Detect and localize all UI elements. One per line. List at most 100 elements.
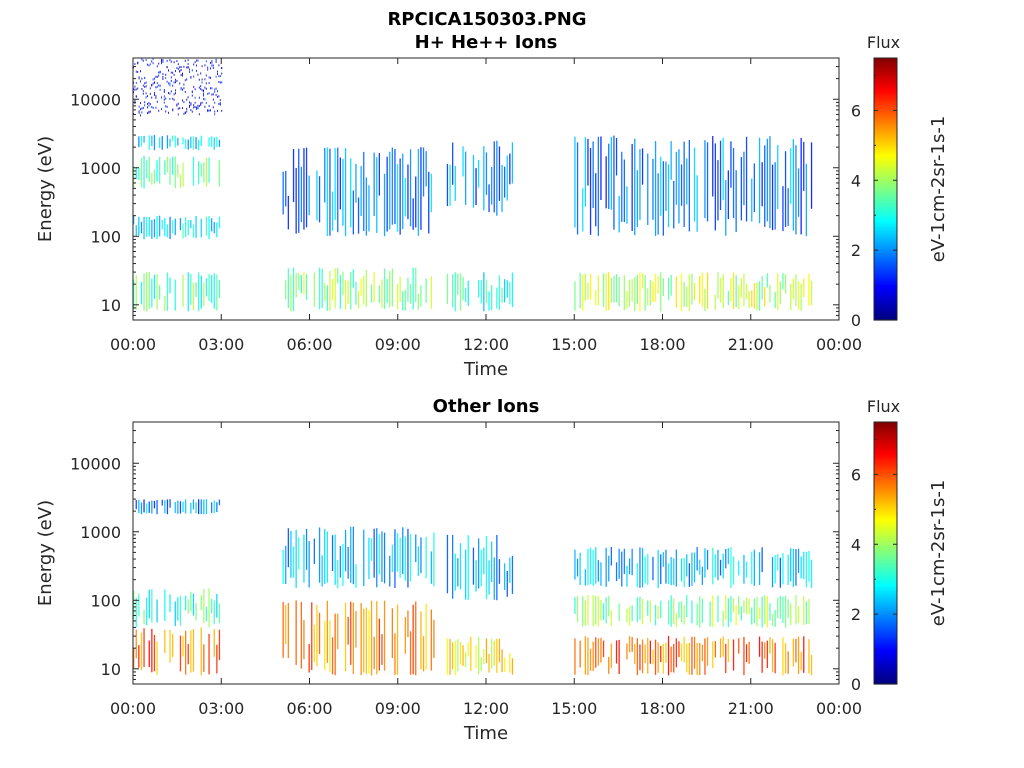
flux-mark bbox=[138, 77, 140, 80]
flux-mark bbox=[719, 277, 722, 303]
flux-mark bbox=[478, 279, 480, 298]
flux-mark bbox=[148, 216, 150, 237]
flux-mark bbox=[144, 77, 146, 79]
flux-mark bbox=[169, 499, 171, 508]
flux-mark bbox=[147, 106, 148, 109]
flux-mark bbox=[805, 601, 807, 625]
flux-mark bbox=[751, 551, 753, 585]
flux-mark bbox=[712, 641, 714, 669]
x-axis-label: Time bbox=[463, 723, 508, 744]
flux-mark bbox=[197, 59, 199, 62]
colorbar-segment bbox=[874, 162, 897, 166]
colorbar-segment bbox=[874, 114, 897, 118]
flux-mark bbox=[147, 95, 148, 98]
flux-mark bbox=[363, 151, 365, 231]
flux-mark bbox=[148, 64, 150, 67]
flux-mark bbox=[425, 603, 427, 670]
flux-mark bbox=[678, 641, 680, 657]
flux-mark bbox=[623, 548, 625, 574]
flux-mark bbox=[215, 93, 217, 96]
flux-mark bbox=[193, 104, 195, 107]
flux-mark bbox=[475, 168, 477, 205]
flux-mark bbox=[133, 279, 135, 310]
flux-mark bbox=[654, 273, 657, 302]
colorbar-segment bbox=[874, 544, 897, 548]
colorbar-segment bbox=[874, 180, 897, 184]
flux-mark bbox=[574, 597, 576, 614]
flux-mark bbox=[152, 82, 154, 85]
colorbar-segment bbox=[874, 581, 897, 585]
flux-mark bbox=[725, 643, 727, 674]
flux-mark bbox=[446, 638, 449, 675]
flux-mark bbox=[207, 68, 209, 71]
flux-mark bbox=[194, 106, 196, 108]
flux-mark bbox=[133, 166, 135, 188]
colorbar-segment bbox=[874, 206, 897, 210]
flux-mark bbox=[373, 272, 375, 302]
flux-mark bbox=[430, 173, 432, 213]
flux-mark bbox=[207, 92, 209, 95]
flux-mark bbox=[631, 605, 633, 622]
flux-mark bbox=[158, 74, 160, 77]
flux-mark bbox=[797, 636, 800, 674]
colorbar-segment bbox=[874, 533, 897, 537]
flux-mark bbox=[152, 62, 154, 65]
flux-mark bbox=[670, 595, 672, 627]
flux-mark bbox=[787, 188, 789, 226]
flux-mark bbox=[212, 64, 214, 67]
flux-mark bbox=[394, 633, 396, 675]
colorbar-segment bbox=[874, 572, 897, 576]
flux-mark bbox=[143, 628, 145, 668]
flux-mark bbox=[305, 274, 308, 300]
flux-mark bbox=[714, 294, 716, 310]
flux-mark bbox=[198, 96, 200, 99]
flux-mark bbox=[174, 135, 176, 148]
flux-mark bbox=[665, 642, 667, 663]
flux-mark bbox=[485, 279, 488, 304]
flux-mark bbox=[498, 559, 501, 584]
flux-mark bbox=[352, 190, 354, 235]
flux-mark bbox=[688, 563, 690, 587]
colorbar-segment bbox=[874, 204, 897, 208]
colorbar-segment bbox=[874, 520, 897, 524]
colorbar-segment bbox=[874, 219, 897, 223]
flux-mark bbox=[162, 73, 164, 75]
flux-mark bbox=[589, 547, 592, 585]
flux-mark bbox=[138, 593, 140, 617]
flux-mark bbox=[399, 537, 401, 578]
flux-mark bbox=[368, 537, 370, 580]
flux-mark bbox=[155, 96, 157, 99]
flux-band-2 bbox=[133, 588, 221, 628]
flux-mark bbox=[204, 105, 206, 108]
flux-mark bbox=[626, 565, 628, 587]
flux-mark bbox=[326, 531, 328, 583]
flux-mark bbox=[138, 168, 140, 180]
flux-mark bbox=[168, 69, 169, 72]
flux-mark bbox=[142, 92, 144, 95]
flux-mark bbox=[154, 81, 155, 84]
flux-mark bbox=[208, 82, 210, 85]
colorbar-segment bbox=[874, 223, 897, 227]
flux-mark bbox=[386, 156, 388, 232]
flux-mark bbox=[204, 78, 206, 81]
flux-mark bbox=[208, 157, 210, 183]
flux-mark bbox=[730, 278, 732, 302]
colorbar-segment bbox=[874, 511, 897, 515]
flux-mark bbox=[628, 558, 631, 575]
flux-mark bbox=[198, 139, 200, 151]
colorbar-segment bbox=[874, 432, 897, 436]
flux-mark bbox=[701, 566, 703, 585]
flux-mark bbox=[756, 282, 758, 311]
flux-mark bbox=[602, 640, 605, 658]
flux-mark bbox=[797, 281, 800, 310]
flux-mark bbox=[457, 558, 459, 587]
flux-mark bbox=[179, 70, 181, 73]
flux-mark bbox=[493, 141, 495, 213]
flux-mark bbox=[628, 636, 631, 653]
flux-mark bbox=[169, 138, 171, 147]
flux-mark bbox=[308, 541, 310, 588]
flux-mark bbox=[634, 277, 636, 312]
flux-mark bbox=[154, 77, 155, 80]
flux-mark bbox=[417, 293, 419, 310]
colorbar-segment bbox=[874, 537, 897, 541]
